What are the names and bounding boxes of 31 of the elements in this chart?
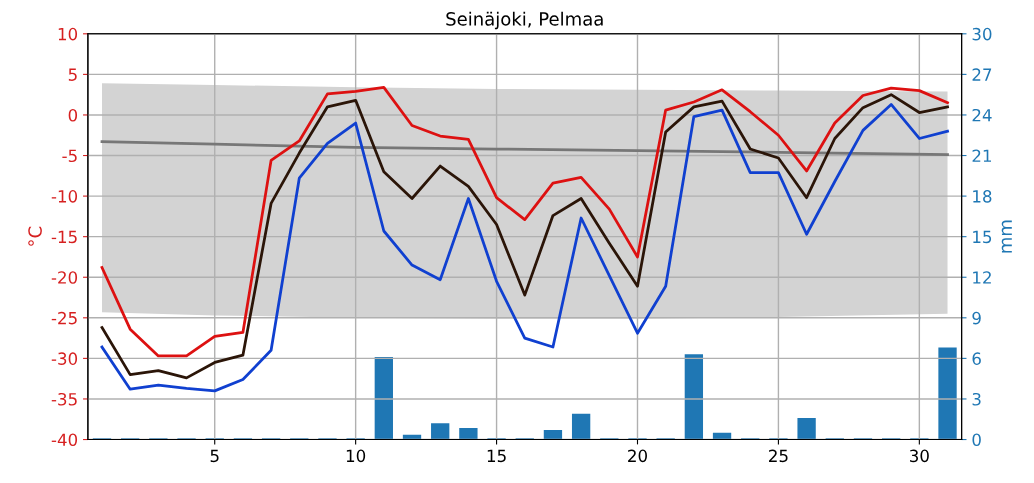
y-tick-label: 0 — [68, 108, 78, 122]
y2-tick-label: 24 — [972, 108, 992, 122]
chart-title: Seinäjoki, Pelmaa — [446, 11, 603, 30]
y-tick-label: -25 — [51, 311, 77, 325]
y-tick-label: -20 — [51, 271, 78, 284]
x-tick-label: 25 — [769, 449, 788, 463]
y-tick-label: 10 — [58, 27, 78, 41]
y2-tick-label: 0 — [972, 433, 981, 447]
y2-tick-label: 30 — [972, 27, 992, 41]
x-tick-label: 15 — [487, 449, 506, 463]
x-tick-label: 5 — [210, 449, 219, 463]
y2-tick-label: 21 — [972, 149, 992, 162]
y-tick-label: -40 — [51, 433, 78, 447]
y2-tick-label: 3 — [972, 392, 981, 406]
y-tick-label: 5 — [68, 68, 77, 81]
x-tick-label: 30 — [910, 449, 929, 463]
y2-axis-title: mm — [1001, 220, 1012, 253]
y-tick-label: -10 — [51, 190, 78, 203]
y-tick-label: -35 — [51, 392, 77, 406]
y-axis-title: °C — [28, 226, 42, 246]
y-tick-label: -15 — [51, 230, 77, 244]
y2-tick-label: 15 — [973, 230, 992, 244]
y-tick-label: -30 — [51, 352, 78, 365]
y2-tick-label: 6 — [972, 352, 981, 365]
x-tick-label: 20 — [628, 449, 647, 463]
y2-tick-label: 18 — [973, 190, 992, 203]
y-tick-label: -5 — [62, 149, 77, 163]
y2-tick-label: 9 — [972, 311, 981, 325]
y2-tick-label: 27 — [972, 68, 992, 81]
x-tick-label: 10 — [346, 449, 366, 463]
y2-tick-label: 12 — [973, 271, 991, 284]
